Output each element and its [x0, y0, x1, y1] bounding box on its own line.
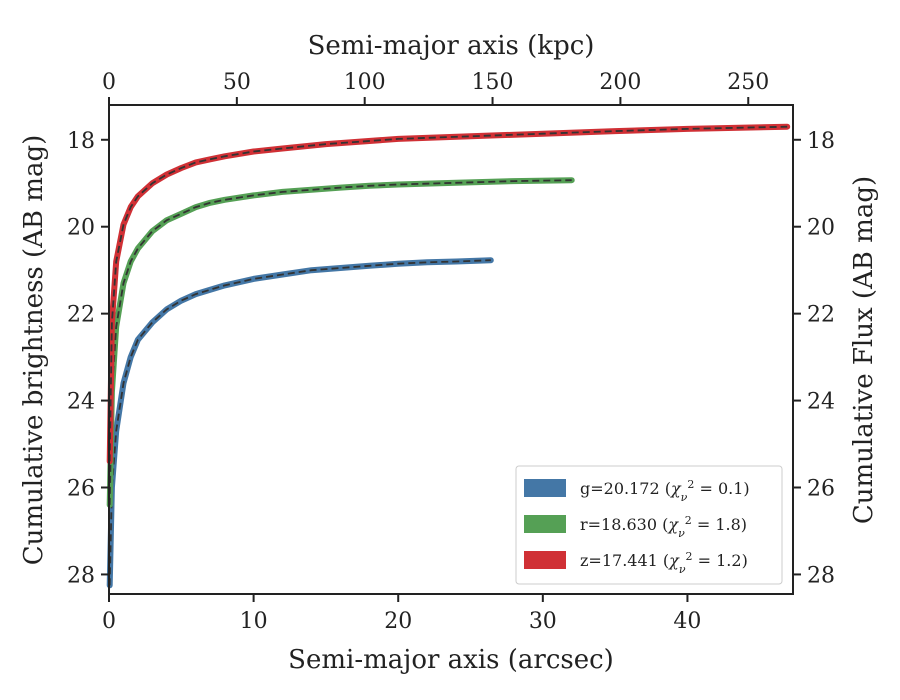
ticks-layer: 0 10 20 30 40 0 50 100 150 200 250 18 18 20 20 22 22 24 24…	[67, 70, 835, 634]
y-axis-title: Cumulative brightness (AB mag)	[19, 135, 49, 566]
x2-axis-title: Semi-major axis (kpc)	[308, 31, 595, 61]
series-line-1	[106, 177, 575, 508]
x-tick-label: 0	[102, 609, 116, 634]
x2-tick-label: 100	[344, 70, 386, 95]
y-tick-label: 28	[67, 563, 95, 588]
x-axis-title: Semi-major axis (arcsec)	[288, 645, 614, 675]
y-tick-label: 24	[67, 390, 95, 415]
series-model-line-0	[108, 259, 491, 586]
legend-label-2: z=17.441 (χν2 = 1.2)	[580, 550, 748, 576]
x2-tick-label: 200	[599, 70, 641, 95]
x2-tick-label: 150	[472, 70, 514, 95]
y2-tick-label: 26	[807, 477, 835, 502]
legend-swatch-1	[524, 515, 566, 533]
y-tick-label: 26	[67, 477, 95, 502]
plot-frame	[108, 104, 794, 595]
x2-tick-label: 50	[223, 70, 251, 95]
x-tick-label: 10	[240, 609, 268, 634]
y2-axis-title: Cumulative Flux (AB mag)	[849, 176, 879, 524]
y-tick-label: 18	[67, 129, 95, 154]
legend-swatch-2	[524, 551, 566, 569]
y-tick-label: 20	[67, 216, 95, 241]
series-layer	[106, 123, 791, 589]
x-tick-label: 40	[673, 609, 701, 634]
series-model-line-2	[108, 125, 788, 462]
x-tick-label: 20	[384, 609, 412, 634]
y2-tick-label: 20	[807, 216, 835, 241]
series-line-2	[106, 123, 791, 465]
legend-swatch-0	[524, 479, 566, 497]
legend-label-1: r=18.630 (χν2 = 1.8)	[580, 514, 747, 540]
y-tick-label: 22	[67, 303, 95, 328]
y2-tick-label: 22	[807, 303, 835, 328]
x2-tick-label: 0	[102, 70, 116, 95]
x-tick-label: 30	[529, 609, 557, 634]
y2-tick-label: 18	[807, 129, 835, 154]
legend-label-0: g=20.172 (χν2 = 0.1)	[580, 478, 750, 504]
legend: g=20.172 (χν2 = 0.1) r=18.630 (χν2 = 1.8)…	[515, 465, 783, 585]
series-model-line-1	[108, 179, 572, 505]
y2-tick-label: 24	[807, 390, 835, 415]
x2-tick-label: 250	[727, 70, 769, 95]
y2-tick-label: 28	[807, 563, 835, 588]
legend-box	[515, 465, 783, 585]
